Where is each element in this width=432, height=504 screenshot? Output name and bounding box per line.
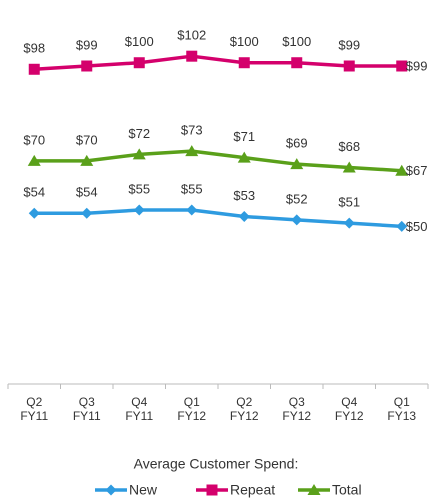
data-label: $70: [23, 132, 45, 147]
data-label: $98: [23, 41, 45, 56]
marker: [342, 161, 356, 173]
data-label: $67: [406, 163, 428, 178]
data-label: $69: [286, 136, 308, 151]
x-tick-label: Q4 FY12: [335, 395, 364, 423]
data-label: $102: [177, 28, 206, 43]
marker: [132, 148, 146, 160]
x-tick-label: Q4 FY11: [125, 395, 153, 423]
data-label: $55: [128, 181, 150, 196]
data-label: $50: [406, 219, 428, 234]
data-label: $54: [23, 185, 45, 200]
data-label: $100: [125, 34, 154, 49]
data-label: $53: [233, 188, 255, 203]
marker: [343, 217, 355, 229]
data-label: $99: [338, 37, 360, 52]
marker: [237, 151, 251, 163]
marker: [186, 204, 198, 216]
marker: [396, 220, 408, 232]
data-label: $70: [76, 132, 98, 147]
marker: [81, 60, 93, 72]
x-tick-label: Q2 FY11: [20, 395, 48, 423]
data-label: $72: [128, 126, 150, 141]
data-label: $100: [282, 34, 311, 49]
data-label: $71: [233, 129, 255, 144]
legend-label: Total: [332, 482, 362, 498]
legend-marker: [105, 484, 117, 496]
marker: [290, 158, 304, 170]
marker: [396, 60, 408, 72]
marker: [27, 154, 41, 166]
x-tick-label: Q3 FY12: [282, 395, 311, 423]
marker: [185, 145, 199, 157]
data-label: $100: [230, 34, 259, 49]
marker: [395, 164, 409, 176]
data-label: $55: [181, 181, 203, 196]
x-tick-label: Q2 FY12: [230, 395, 259, 423]
data-label: $52: [286, 191, 308, 206]
marker: [238, 57, 250, 69]
marker: [291, 214, 303, 226]
data-label: $73: [181, 123, 203, 138]
x-tick-label: Q3 FY11: [73, 395, 101, 423]
data-label: $51: [338, 195, 360, 210]
marker: [238, 211, 250, 223]
legend-marker: [206, 484, 218, 496]
legend-label: Repeat: [230, 482, 275, 498]
marker: [133, 57, 145, 69]
marker: [80, 154, 94, 166]
legend-marker: [307, 484, 321, 495]
marker: [291, 57, 303, 69]
series-line: [34, 54, 402, 72]
marker: [81, 207, 93, 219]
marker: [133, 204, 145, 216]
series-line: [34, 208, 402, 229]
data-label: $99: [76, 37, 98, 52]
marker: [186, 50, 198, 62]
marker: [28, 63, 40, 75]
data-label: $68: [338, 139, 360, 154]
series-line: [34, 149, 402, 173]
data-label: $99: [406, 58, 428, 73]
marker: [28, 207, 40, 219]
legend-label: New: [129, 482, 158, 498]
data-label: $54: [76, 185, 98, 200]
x-tick-label: Q1 FY12: [177, 395, 206, 423]
legend-title: Average Customer Spend:: [134, 456, 299, 472]
marker: [343, 60, 355, 72]
x-tick-label: Q1 FY13: [387, 395, 416, 423]
